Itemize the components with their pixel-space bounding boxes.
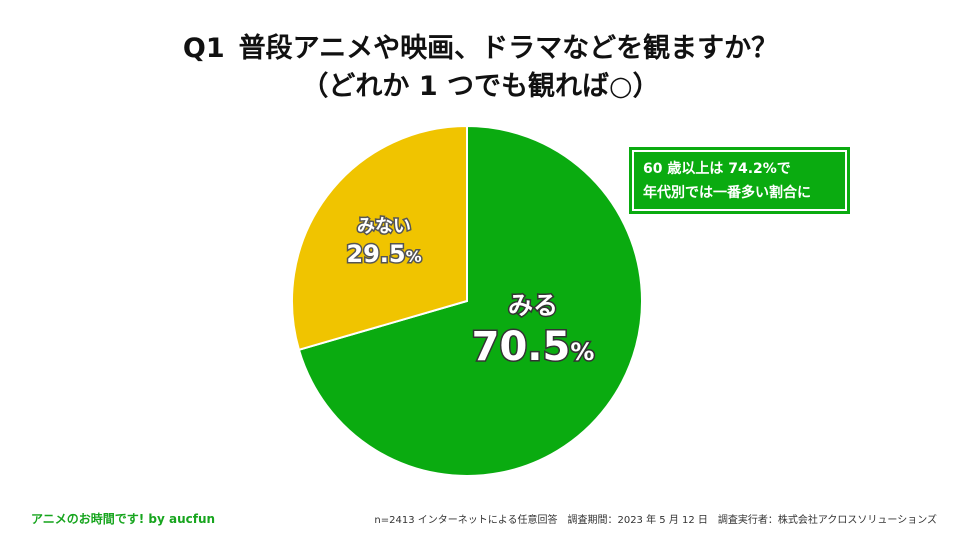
slice-label-miru: みる	[508, 291, 558, 320]
slice-unit-miru: %	[570, 338, 594, 366]
slice-label-minai: みない	[357, 216, 411, 237]
brand-credit: アニメのお時間です! by aucfun	[31, 512, 216, 526]
slice-value-miru: 70.5	[472, 324, 571, 370]
pie-slice-miru	[297, 124, 643, 477]
question-note: （どれか 1 つでも観れば○）	[301, 71, 660, 102]
slice-unit-minai: %	[406, 247, 422, 266]
pie-slice-minai	[291, 124, 468, 352]
callout-line-2: 年代別では一番多い割合に	[643, 185, 811, 201]
chart-title: Q1 普段アニメや映画、ドラマなどを観ますか？ （どれか 1 つでも観れば○）	[0, 30, 961, 106]
slice-value-minai: 29.5	[346, 240, 405, 268]
slice-value-minai-group: 29.5%	[346, 240, 421, 268]
question-number: Q1	[182, 33, 225, 64]
survey-meta: n=2413 インターネットによる任意回答 調査期間：2023 年 5 月 12…	[374, 515, 937, 526]
callout-line-1: 60 歳以上は 74.2%で	[643, 161, 791, 177]
callout-box: 60 歳以上は 74.2%で 年代別では一番多い割合に	[629, 147, 850, 214]
question-text: 普段アニメや映画、ドラマなどを観ますか？	[238, 33, 779, 64]
slice-value-miru-group: 70.5%	[472, 324, 595, 370]
